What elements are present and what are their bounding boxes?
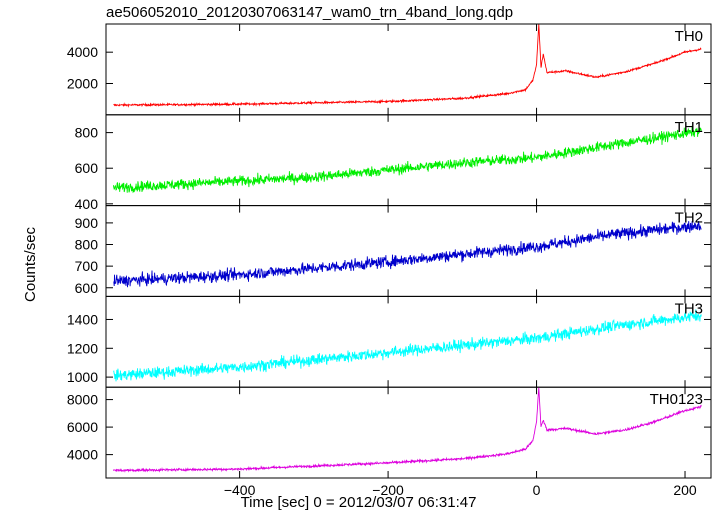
panel-label: TH0 — [675, 28, 703, 45]
x-axis-label: Time [sec] 0 = 2012/03/07 06:31:47 — [240, 494, 477, 511]
series-line-th0123 — [112, 387, 702, 473]
x-tick-label: 200 — [673, 482, 697, 498]
chart-title: ae506052010_20120307063147_wam0_trn_4ban… — [106, 4, 514, 21]
y-tick-label: 6000 — [67, 419, 98, 435]
series-line-th3 — [113, 309, 702, 382]
y-tick-label: 1400 — [67, 311, 98, 327]
panel-frame — [105, 114, 712, 207]
x-tick-label: 0 — [533, 482, 541, 498]
panel-label: TH3 — [675, 300, 703, 317]
y-tick-label: 1200 — [67, 340, 98, 356]
y-tick-label: 600 — [75, 160, 99, 176]
y-tick-label: 4000 — [67, 44, 98, 60]
y-tick-label: 800 — [75, 237, 99, 253]
y-tick-label: 1000 — [67, 369, 98, 385]
y-tick-label: 8000 — [67, 392, 98, 408]
panel-frame — [105, 386, 712, 479]
panel-frame — [105, 205, 712, 297]
series-line-th2 — [113, 221, 702, 288]
series-line-th1 — [112, 125, 702, 194]
y-tick-label: 2000 — [67, 75, 98, 91]
panel-label: TH0123 — [650, 391, 703, 408]
y-tick-label: 900 — [75, 215, 99, 231]
panel-label: TH2 — [675, 210, 703, 227]
x-tick-label: −400 — [224, 482, 256, 498]
series-line-th0 — [113, 24, 702, 108]
y-tick-label: 800 — [75, 125, 99, 141]
y-tick-label: 400 — [75, 196, 99, 212]
panel-label: TH1 — [675, 119, 703, 136]
y-tick-label: 700 — [75, 258, 99, 274]
y-tick-label: 600 — [75, 280, 99, 296]
x-tick-label: −200 — [372, 482, 404, 498]
y-tick-label: 4000 — [67, 447, 98, 463]
